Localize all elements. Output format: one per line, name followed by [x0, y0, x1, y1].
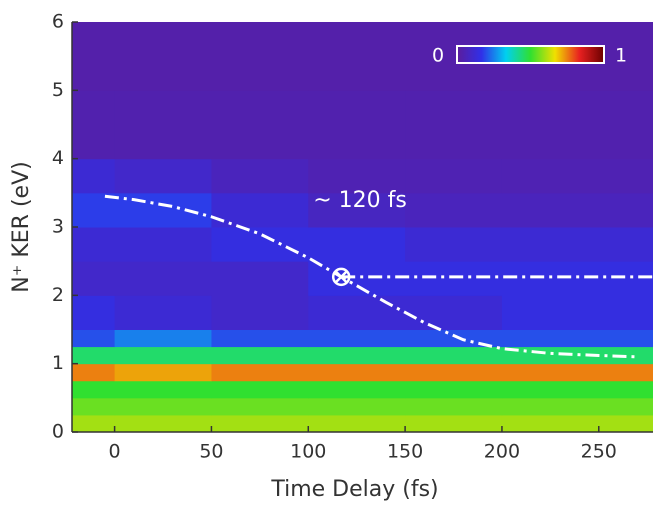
heat-cell — [501, 414, 653, 432]
heat-cell — [211, 261, 309, 296]
x-axis-label: Time Delay (fs) — [270, 477, 438, 502]
heat-cell — [211, 397, 309, 416]
heat-cell — [308, 261, 406, 296]
heat-cell — [405, 90, 503, 160]
x-tick-label: 0 — [109, 441, 121, 463]
heat-cell — [211, 346, 309, 365]
heat-cell — [114, 192, 212, 228]
heat-cell — [211, 192, 309, 228]
fit-line — [104, 194, 638, 359]
heat-cell — [72, 346, 116, 365]
heat-cell — [308, 414, 406, 432]
heat-cell — [72, 158, 116, 194]
heat-cell — [72, 397, 116, 416]
heat-cell — [501, 397, 653, 416]
x-tick-label: 200 — [484, 441, 520, 463]
y-tick-label: 1 — [52, 352, 64, 374]
colorbar-label: 0 — [432, 45, 444, 67]
heat-cell — [501, 380, 653, 399]
y-axis-label: N⁺ KER (eV) — [9, 161, 34, 292]
heat-cell — [308, 158, 406, 194]
heat-cell — [72, 192, 116, 228]
heat-cell — [72, 22, 116, 91]
heat-cell — [114, 90, 212, 160]
heat-cell — [72, 363, 116, 382]
heat-cell — [114, 380, 212, 399]
heat-cell — [308, 22, 406, 91]
heat-cell — [501, 261, 653, 296]
heat-cell — [405, 397, 503, 416]
heat-cell — [405, 329, 503, 348]
heat-cell — [211, 363, 309, 382]
heat-cell — [501, 158, 653, 194]
heat-cell — [211, 295, 309, 330]
heat-cell — [405, 227, 503, 262]
heat-cell — [72, 261, 116, 296]
heat-cell — [308, 346, 406, 365]
heat-cell — [211, 380, 309, 399]
heat-cell — [114, 397, 212, 416]
heat-cell — [501, 329, 653, 348]
heat-cell — [114, 227, 212, 262]
heat-cell — [114, 346, 212, 365]
heat-cell — [405, 380, 503, 399]
colorbar — [456, 45, 605, 64]
heat-cell — [114, 261, 212, 296]
heat-cell — [211, 414, 309, 432]
x-tick-label: 150 — [387, 441, 423, 463]
y-tick-label: 0 — [52, 421, 64, 443]
heat-cell — [405, 158, 503, 194]
heat-cell — [308, 192, 406, 228]
heat-cell — [501, 227, 653, 262]
heat-cell — [72, 380, 116, 399]
x-tick-label: 250 — [581, 441, 617, 463]
heat-cell — [405, 346, 503, 365]
marker-cross — [335, 270, 348, 283]
heat-cell — [501, 192, 653, 228]
heat-cell — [405, 261, 503, 296]
heat-cell — [405, 363, 503, 382]
heat-cell — [308, 397, 406, 416]
heat-cell — [308, 227, 406, 262]
heat-cell — [308, 380, 406, 399]
y-tick-label: 4 — [52, 147, 64, 169]
heat-cell — [501, 90, 653, 160]
heat-cell — [501, 295, 653, 330]
heat-cell — [114, 295, 212, 330]
heat-cell — [405, 295, 503, 330]
heat-cell — [405, 414, 503, 432]
heat-cell — [211, 329, 309, 348]
heat-cell — [72, 329, 116, 348]
heat-cell — [211, 227, 309, 262]
marker — [331, 267, 351, 287]
y-tick-label: 2 — [52, 284, 64, 306]
heat-cell — [72, 414, 116, 432]
heat-cell — [72, 90, 116, 160]
heat-cell — [114, 329, 212, 348]
heat-cell — [72, 295, 116, 330]
heat-cell — [308, 90, 406, 160]
heat-cell — [114, 363, 212, 382]
heat-cell — [114, 22, 212, 91]
heat-cell — [72, 227, 116, 262]
y-tick-label: 3 — [52, 216, 64, 238]
colorbar-label: 1 — [615, 45, 627, 67]
x-tick-label: 100 — [290, 441, 326, 463]
heat-cell — [114, 414, 212, 432]
heat-cell — [211, 158, 309, 194]
heat-cell — [308, 295, 406, 330]
heat-cell — [308, 329, 406, 348]
heat-cell — [211, 90, 309, 160]
heat-cell — [114, 158, 212, 194]
heat-cell — [501, 363, 653, 382]
annotation: ~ 120 fs — [313, 188, 407, 213]
heat-cell — [211, 22, 309, 91]
heat-cell — [405, 192, 503, 228]
x-tick-label: 50 — [199, 441, 223, 463]
y-tick-label: 6 — [52, 11, 64, 33]
y-tick-label: 5 — [52, 79, 64, 101]
heat-cell — [308, 363, 406, 382]
